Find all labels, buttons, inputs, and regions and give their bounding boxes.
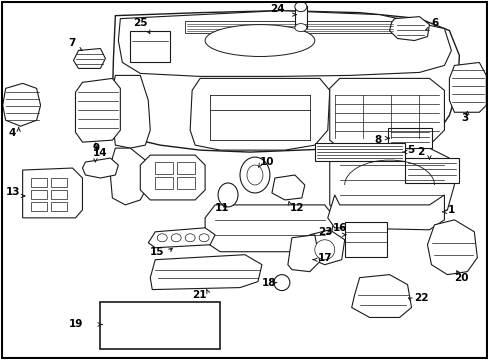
Ellipse shape — [246, 165, 263, 185]
Bar — [31, 202, 46, 211]
Ellipse shape — [185, 234, 195, 242]
Ellipse shape — [148, 306, 188, 342]
Text: 24: 24 — [269, 4, 284, 14]
Bar — [31, 178, 46, 187]
Ellipse shape — [158, 315, 178, 333]
Text: 1: 1 — [447, 205, 454, 215]
Polygon shape — [140, 155, 204, 200]
Bar — [387, 128, 431, 148]
Text: 14: 14 — [92, 148, 107, 158]
Ellipse shape — [218, 183, 238, 207]
Text: 12: 12 — [289, 203, 304, 213]
Text: 22: 22 — [414, 293, 428, 302]
Text: 23: 23 — [317, 227, 332, 237]
Bar — [404, 158, 458, 183]
Ellipse shape — [199, 234, 209, 242]
Polygon shape — [112, 75, 150, 148]
Bar — [50, 202, 66, 211]
Bar — [50, 190, 66, 199]
Ellipse shape — [294, 24, 306, 32]
Polygon shape — [351, 275, 411, 318]
Ellipse shape — [171, 234, 181, 242]
Polygon shape — [75, 78, 120, 142]
Polygon shape — [110, 148, 148, 205]
Polygon shape — [118, 11, 450, 76]
Polygon shape — [448, 62, 486, 112]
Text: 7: 7 — [68, 37, 76, 48]
Text: 15: 15 — [150, 247, 164, 257]
Bar — [155, 162, 173, 174]
Polygon shape — [150, 255, 262, 289]
Text: 18: 18 — [262, 278, 276, 288]
Bar — [50, 178, 66, 187]
Ellipse shape — [314, 240, 334, 260]
Ellipse shape — [112, 330, 124, 345]
Polygon shape — [327, 195, 444, 230]
Polygon shape — [287, 235, 319, 272]
Text: 20: 20 — [453, 273, 468, 283]
Ellipse shape — [294, 2, 306, 12]
Polygon shape — [148, 228, 215, 248]
Polygon shape — [427, 220, 476, 275]
Polygon shape — [329, 148, 453, 218]
Bar — [185, 21, 394, 32]
Bar — [294, 6, 306, 28]
Text: 13: 13 — [6, 187, 20, 197]
Text: 6: 6 — [430, 18, 438, 28]
Bar — [130, 31, 170, 62]
Text: 17: 17 — [317, 253, 332, 263]
Text: 3: 3 — [461, 113, 468, 123]
Bar — [155, 177, 173, 189]
Text: 10: 10 — [260, 157, 274, 167]
Polygon shape — [190, 78, 329, 150]
Text: 8: 8 — [374, 135, 381, 145]
Polygon shape — [73, 49, 105, 68]
Text: 9: 9 — [92, 143, 100, 153]
Ellipse shape — [157, 234, 167, 242]
Text: 19: 19 — [68, 319, 82, 329]
Polygon shape — [329, 78, 444, 148]
Text: 21: 21 — [192, 289, 206, 300]
Bar — [344, 222, 386, 257]
Polygon shape — [307, 230, 344, 265]
Bar — [177, 177, 195, 189]
Text: 16: 16 — [332, 223, 346, 233]
Polygon shape — [2, 84, 41, 126]
Text: 25: 25 — [133, 18, 147, 28]
Bar — [314, 143, 404, 161]
Ellipse shape — [204, 24, 314, 57]
Text: 4: 4 — [9, 128, 16, 138]
Bar — [31, 190, 46, 199]
Ellipse shape — [240, 157, 269, 193]
Polygon shape — [271, 175, 304, 200]
Ellipse shape — [140, 336, 150, 347]
Polygon shape — [112, 11, 458, 152]
Polygon shape — [389, 17, 428, 41]
Text: 11: 11 — [215, 203, 229, 213]
Ellipse shape — [273, 275, 289, 291]
Polygon shape — [82, 158, 118, 178]
Bar — [177, 162, 195, 174]
Bar — [100, 302, 220, 349]
Text: 5: 5 — [407, 145, 414, 155]
Bar — [108, 315, 126, 328]
Text: 2: 2 — [417, 147, 424, 157]
Polygon shape — [22, 168, 82, 218]
Polygon shape — [204, 205, 334, 252]
